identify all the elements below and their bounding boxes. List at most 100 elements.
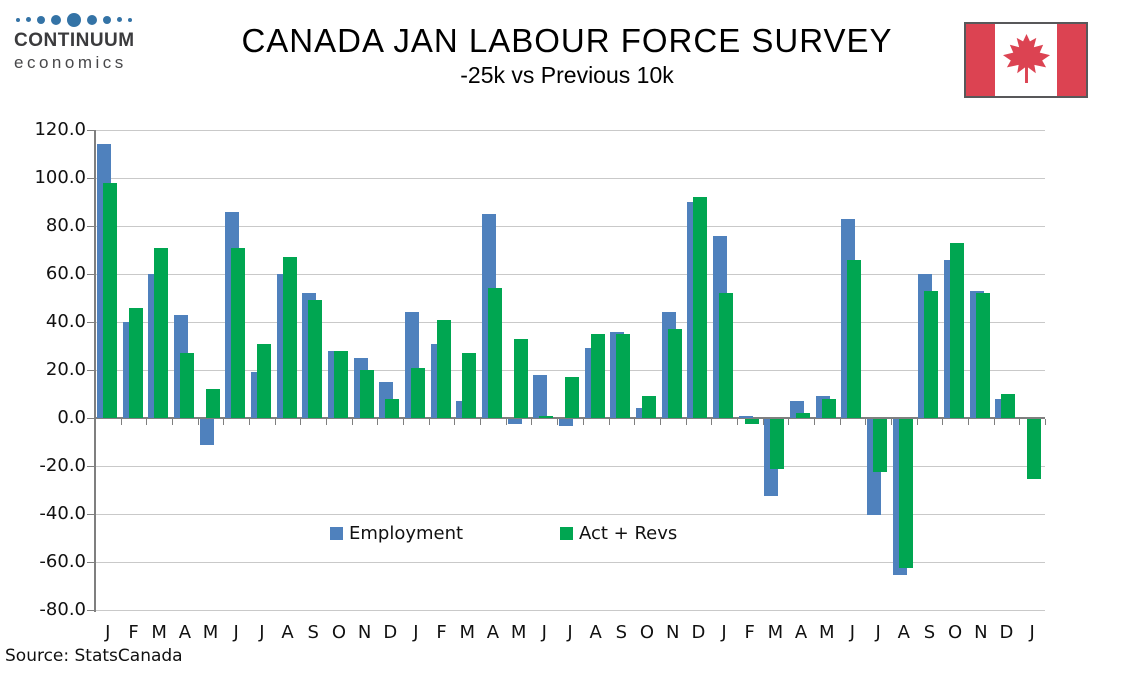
- bar-act-revs: [693, 197, 708, 418]
- x-tick-label: S: [615, 622, 628, 643]
- bar-employment: [507, 419, 522, 424]
- x-tick-label: A: [281, 622, 294, 643]
- act-revs-legend-swatch-icon: [560, 527, 573, 540]
- bar-act-revs: [333, 350, 348, 418]
- y-axis-tick: [87, 466, 95, 467]
- x-tick-label: J: [105, 622, 111, 643]
- x-axis-tick: [916, 419, 918, 425]
- title-block: CANADA JAN LABOUR FORCE SURVEY -25k vs P…: [0, 23, 1134, 89]
- bar-act-revs: [821, 398, 836, 418]
- bar-act-revs: [102, 182, 117, 418]
- x-tick-label: N: [665, 622, 680, 643]
- x-axis-tick: [1019, 419, 1021, 425]
- canada-flag-icon: [964, 22, 1088, 102]
- bar-act-revs: [847, 259, 862, 418]
- logo-dot-icon: [87, 14, 97, 25]
- bar-act-revs: [179, 353, 194, 418]
- employment-legend-label: Employment: [349, 523, 464, 544]
- x-axis-tick: [146, 419, 148, 425]
- x-axis-tick: [326, 419, 328, 425]
- bar-act-revs: [282, 257, 297, 418]
- bar-act-revs: [975, 293, 990, 418]
- logo-name: CONTINUUM: [14, 30, 135, 51]
- bar-act-revs: [359, 370, 374, 418]
- x-tick-label: D: [999, 622, 1014, 643]
- bar-act-revs: [385, 398, 400, 418]
- y-gridline: [95, 610, 1045, 611]
- x-axis-tick: [865, 419, 867, 425]
- x-tick-label: A: [178, 622, 192, 643]
- y-tick-label: 40.0: [45, 311, 86, 332]
- y-gridline: [95, 130, 1045, 131]
- logo-dot-icon: [37, 15, 45, 24]
- x-axis-tick: [274, 419, 276, 425]
- chart-subtitle: -25k vs Previous 10k: [460, 61, 674, 88]
- x-axis-tick: [120, 419, 122, 425]
- y-tick-label: -80.0: [39, 599, 86, 620]
- y-axis-tick: [87, 322, 95, 323]
- x-axis-tick: [403, 419, 405, 425]
- y-axis-tick: [87, 226, 95, 227]
- x-axis-tick: [711, 419, 713, 425]
- x-tick-label: M: [818, 622, 835, 643]
- bar-act-revs: [616, 334, 631, 418]
- x-axis-tick: [942, 419, 944, 425]
- bar-act-revs: [1001, 394, 1016, 418]
- x-axis-tick: [685, 419, 687, 425]
- x-tick-label: J: [1029, 622, 1035, 643]
- logo-dot-icon: [128, 17, 132, 22]
- x-tick-label: J: [541, 622, 547, 643]
- x-axis-tick: [967, 419, 969, 425]
- x-axis-tick: [993, 419, 995, 425]
- bar-act-revs: [436, 319, 451, 418]
- x-tick-label: F: [436, 622, 447, 643]
- x-axis-tick: [377, 419, 379, 425]
- x-axis-tick: [557, 419, 559, 425]
- x-tick-label: D: [691, 622, 706, 643]
- x-tick-label: O: [639, 622, 655, 643]
- x-tick-label: M: [459, 622, 476, 643]
- y-axis-tick: [87, 514, 95, 515]
- x-tick-label: D: [383, 622, 398, 643]
- bar-act-revs: [590, 334, 605, 418]
- x-tick-label: O: [948, 622, 963, 643]
- x-axis-tick: [480, 419, 482, 425]
- bar-act-revs: [642, 396, 657, 418]
- y-axis-line: [94, 130, 96, 612]
- x-axis-tick: [839, 419, 841, 425]
- y-tick-label: 60.0: [45, 263, 86, 284]
- bar-act-revs: [128, 307, 143, 418]
- x-tick-label: S: [307, 622, 319, 643]
- bar-act-revs: [256, 343, 271, 418]
- x-tick-label: A: [486, 622, 500, 643]
- x-tick-label: J: [849, 622, 856, 643]
- x-axis-tick: [454, 419, 456, 425]
- bar-act-revs: [924, 290, 939, 418]
- bar-act-revs: [308, 300, 323, 418]
- y-tick-label: -60.0: [39, 551, 86, 572]
- employment-legend-swatch-icon: [330, 527, 343, 540]
- bar-act-revs: [410, 367, 425, 418]
- y-axis-tick: [87, 610, 95, 611]
- x-axis-line: [95, 417, 1045, 419]
- bar-employment: [738, 415, 753, 418]
- x-tick-label: M: [151, 622, 167, 643]
- y-tick-label: -20.0: [39, 455, 86, 476]
- bar-act-revs: [796, 413, 811, 418]
- y-gridline: [95, 322, 1045, 323]
- bar-act-revs: [154, 247, 169, 418]
- x-tick-label: S: [923, 622, 936, 643]
- bar-act-revs: [667, 329, 682, 418]
- y-tick-label: -40.0: [39, 503, 86, 524]
- y-gridline: [95, 466, 1045, 467]
- bar-employment: [533, 374, 548, 418]
- logo-dot-icon: [67, 12, 81, 27]
- bar-act-revs: [513, 338, 528, 418]
- y-axis-tick: [87, 370, 95, 371]
- bar-act-revs: [205, 389, 220, 418]
- x-tick-label: M: [202, 622, 219, 643]
- x-tick-label: J: [259, 622, 265, 643]
- x-tick-label: N: [357, 622, 372, 643]
- logo-dot-icon: [16, 17, 20, 22]
- x-tick-label: A: [589, 622, 602, 643]
